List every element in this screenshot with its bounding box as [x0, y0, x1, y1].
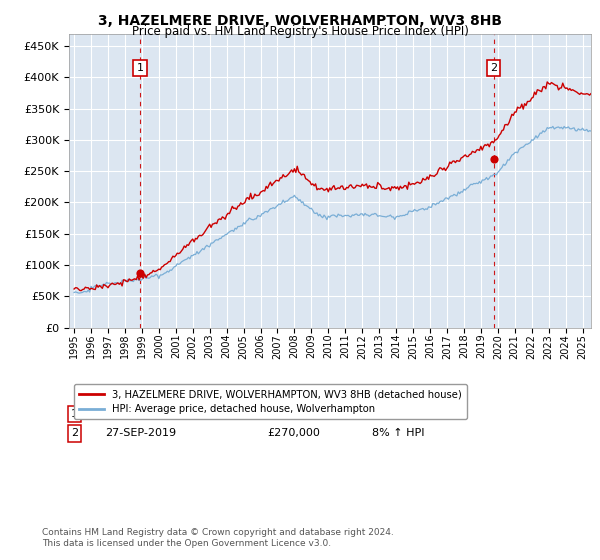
Text: 8% ↑ HPI: 8% ↑ HPI — [372, 428, 424, 438]
Text: 1: 1 — [71, 409, 78, 419]
Point — [489, 154, 499, 163]
Text: Price paid vs. HM Land Registry's House Price Index (HPI): Price paid vs. HM Land Registry's House … — [131, 25, 469, 38]
Point — [136, 268, 145, 277]
Text: £87,950: £87,950 — [268, 409, 313, 419]
Text: 2: 2 — [71, 428, 78, 438]
Text: £270,000: £270,000 — [268, 428, 320, 438]
Legend: 3, HAZELMERE DRIVE, WOLVERHAMPTON, WV3 8HB (detached house), HPI: Average price,: 3, HAZELMERE DRIVE, WOLVERHAMPTON, WV3 8… — [74, 384, 467, 419]
Text: 2: 2 — [490, 63, 497, 73]
Text: 16% ↑ HPI: 16% ↑ HPI — [372, 409, 431, 419]
Text: 1: 1 — [137, 63, 143, 73]
Text: 3, HAZELMERE DRIVE, WOLVERHAMPTON, WV3 8HB: 3, HAZELMERE DRIVE, WOLVERHAMPTON, WV3 8… — [98, 14, 502, 28]
Text: Contains HM Land Registry data © Crown copyright and database right 2024.
This d: Contains HM Land Registry data © Crown c… — [42, 528, 394, 548]
Text: 23-NOV-1998: 23-NOV-1998 — [106, 409, 180, 419]
Text: 27-SEP-2019: 27-SEP-2019 — [106, 428, 176, 438]
